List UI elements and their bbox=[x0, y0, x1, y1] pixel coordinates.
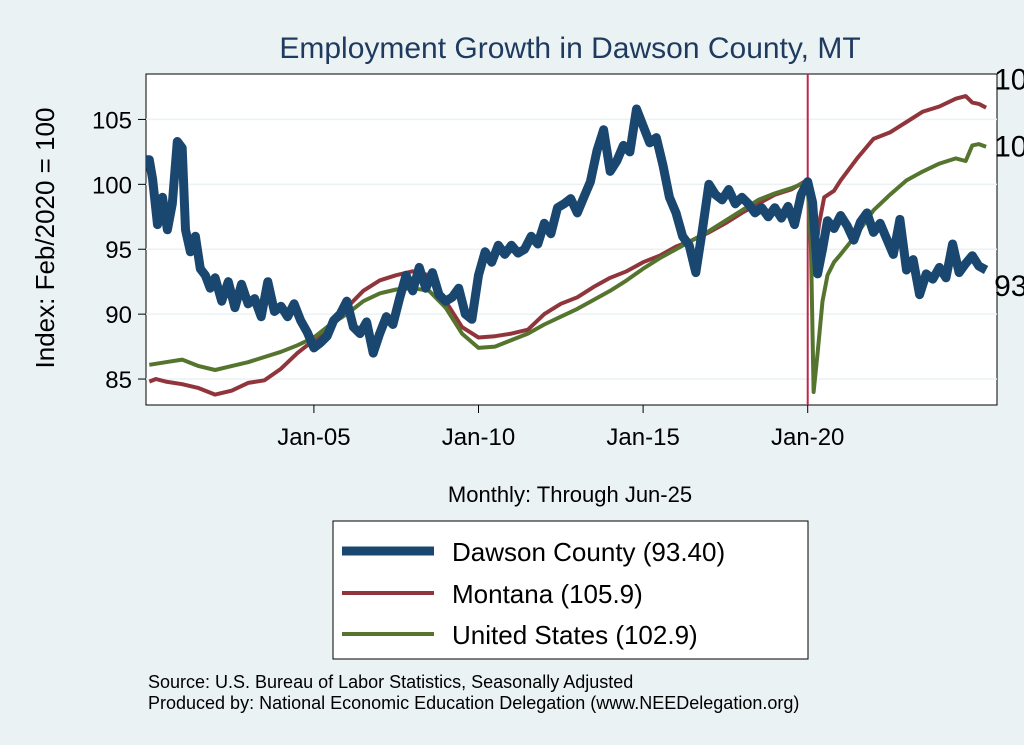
x-tick-label: Jan-20 bbox=[771, 424, 844, 451]
y-tick-label: 95 bbox=[105, 237, 132, 264]
y-tick-label: 105 bbox=[92, 107, 132, 134]
y-tick-label: 100 bbox=[92, 172, 132, 199]
series-line-montana bbox=[148, 94, 988, 397]
legend-label-dawson: Dawson County (93.40) bbox=[452, 537, 725, 567]
series-lines bbox=[146, 94, 989, 397]
y-axis-ticks: 85 90 95 100 105 bbox=[92, 107, 146, 394]
end-label-dawson-county: 93.4 bbox=[994, 270, 1024, 303]
legend-label-united-states: United States (102.9) bbox=[452, 620, 698, 650]
end-label-united-states: 102.9 bbox=[994, 131, 1024, 164]
end-labels: 93.4 105.9 102.9 bbox=[994, 64, 1024, 303]
y-tick-label: 85 bbox=[105, 367, 132, 394]
x-tick-label: Jan-15 bbox=[606, 424, 679, 451]
series-line-dawson-county bbox=[146, 104, 989, 358]
chart-title: Employment Growth in Dawson County, MT bbox=[279, 32, 860, 65]
x-axis-ticks: Jan-05 Jan-10 Jan-15 Jan-20 bbox=[277, 405, 844, 451]
x-tick-label: Jan-05 bbox=[277, 424, 350, 451]
x-tick-label: Jan-10 bbox=[442, 424, 515, 451]
legend-label-montana: Montana (105.9) bbox=[452, 579, 643, 609]
x-axis-title: Monthly: Through Jun-25 bbox=[448, 482, 692, 507]
y-tick-label: 90 bbox=[105, 302, 132, 329]
producer-note: Produced by: National Economic Education… bbox=[148, 693, 799, 713]
end-label-montana: 105.9 bbox=[994, 64, 1024, 97]
source-note: Source: U.S. Bureau of Labor Statistics,… bbox=[148, 672, 633, 692]
y-axis-title: Index: Feb/2020 = 100 bbox=[30, 108, 60, 369]
legend: Dawson County (93.40) Montana (105.9) Un… bbox=[332, 520, 809, 660]
